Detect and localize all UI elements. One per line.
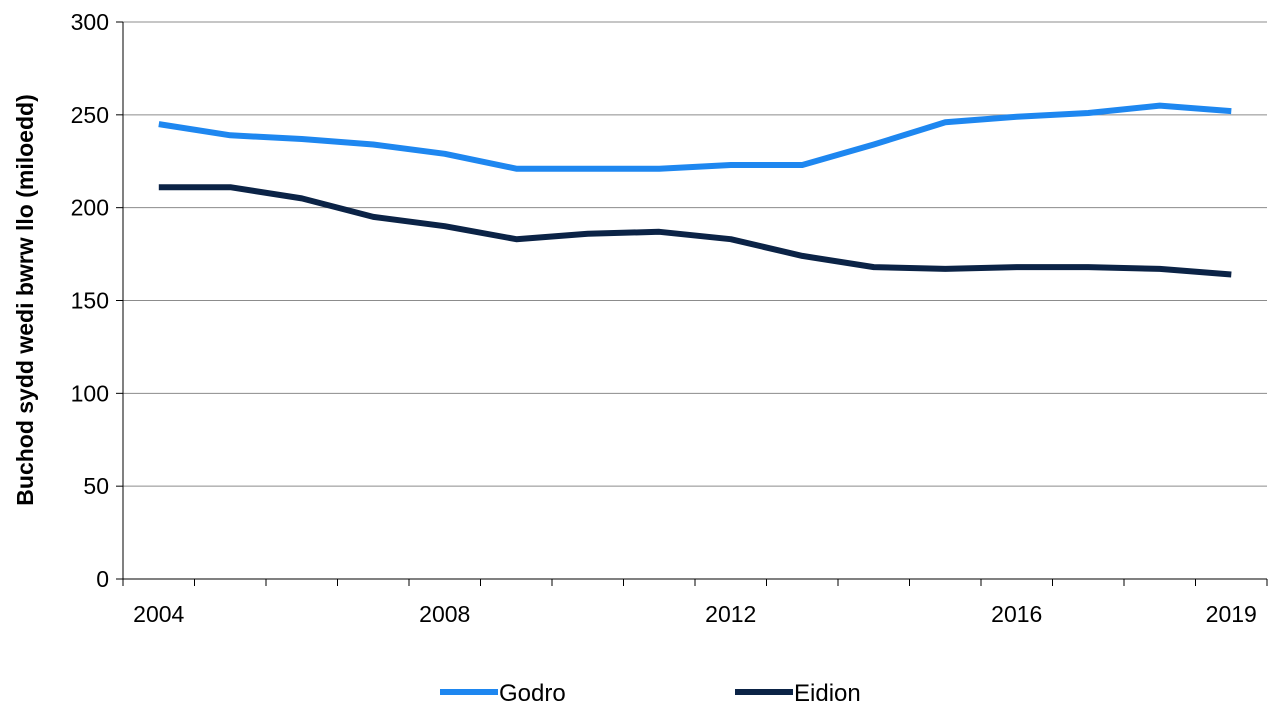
x-tick-label: 2016 [991,601,1042,627]
y-tick-labels: 0 50 100 150 200 250 300 [71,9,109,592]
y-tick-label: 0 [96,566,109,592]
y-tick-label: 300 [71,9,109,35]
x-tick-label: 2008 [419,601,470,627]
legend-label: Eidion [794,680,861,707]
axes [122,22,1268,586]
x-tick-label: 2012 [705,601,756,627]
y-tick-label: 50 [83,473,109,499]
series-lines [158,102,1232,278]
legend-label: Godro [499,680,566,707]
legend: Godro Eidion [440,680,861,707]
series-line-eidion [158,184,1232,278]
y-tick-label: 150 [71,288,109,314]
y-tick-label: 250 [71,102,109,128]
gridlines [116,21,1267,580]
x-tick-label: 2019 [1206,601,1257,627]
x-tick-labels: 2004 2008 2012 2016 2019 [133,601,1257,627]
y-axis-title: Buchod sydd wedi bwrw llo (miloedd) [12,94,38,505]
series-line-godro [158,102,1232,172]
y-tick-label: 200 [71,195,109,221]
x-tick-label: 2004 [133,601,184,627]
y-tick-label: 100 [71,380,109,406]
